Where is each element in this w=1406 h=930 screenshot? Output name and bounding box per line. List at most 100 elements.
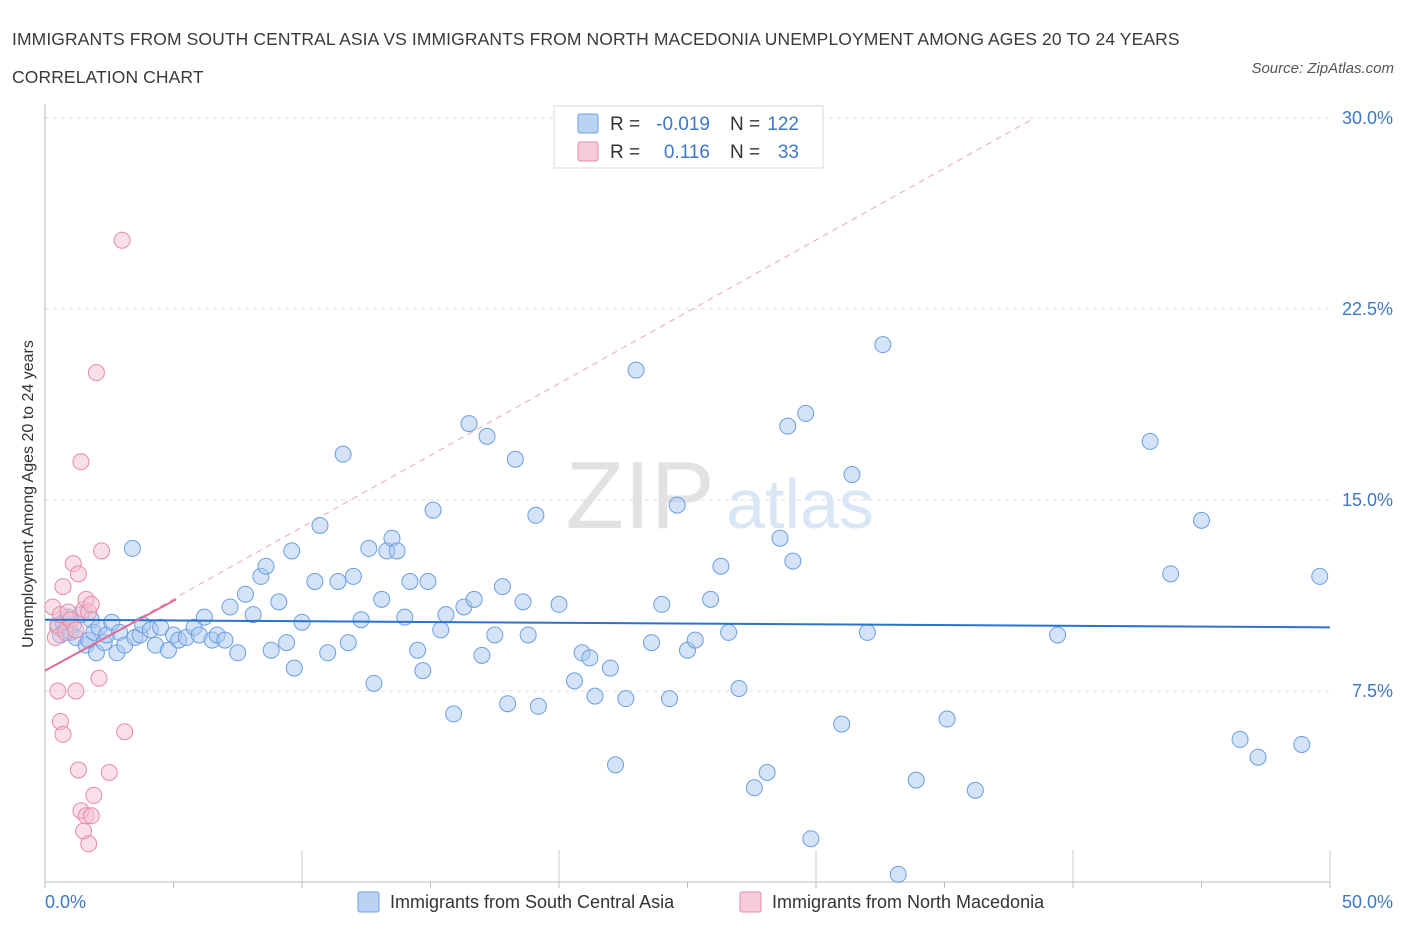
blue-point [152,618,170,636]
zipatlas-watermark: ZIP atlas [565,442,874,549]
pink-point [49,682,67,700]
blue-point [123,539,141,557]
blue-point [586,687,604,705]
blue-point [285,659,303,677]
blue-point [493,578,511,596]
axes-layer [44,104,1331,888]
blue-point [745,779,763,797]
pink-point [82,807,100,825]
legend-r-value-2: 0.116 [664,142,710,163]
blue-point [373,590,391,608]
blue-point [802,830,820,848]
blue-trend-line [44,618,1331,629]
blue-point [702,590,720,608]
blue-point [653,595,671,613]
blue-point [401,572,419,590]
blue-point [499,695,517,713]
blue-point [601,659,619,677]
blue-point [195,608,213,626]
pink-point [116,723,134,741]
blue-point [229,644,247,662]
blue-point [445,705,463,723]
legend-swatch-pink [577,141,599,162]
legend-swatch-blue [577,113,599,134]
pink-point [87,364,105,382]
blue-point [771,529,789,547]
blue-point [720,623,738,641]
blue-point [643,634,661,652]
blue-point [519,626,537,644]
blue-point [159,641,177,659]
blue-point [478,427,496,445]
x-tick-label: 0.0% [45,892,86,912]
blue-point [221,598,239,616]
pink-point [100,763,118,781]
pink-trend-extension [44,117,1035,672]
blue-point [244,606,262,624]
tick-labels: 7.5% 15.0% 22.5% 30.0% 0.0% 50.0% [45,108,1393,912]
legend-n-value-2: 33 [778,142,799,163]
blue-point [712,557,730,575]
blue-point [460,415,478,433]
bottom-legend: Immigrants from South Central Asia Immig… [357,891,1045,913]
blue-point [686,631,704,649]
bottom-legend-swatch-pink [739,891,762,913]
blue-point [550,595,568,613]
y-tick-label: 15.0% [1342,490,1393,510]
blue-point [966,781,984,799]
blue-point [388,542,406,560]
blue-point [874,336,892,354]
blue-point [1162,565,1180,583]
blue-point [486,626,504,644]
blue-point [1231,730,1249,748]
blue-point [409,641,427,659]
y-tick-label: 7.5% [1352,681,1393,701]
blue-point [339,634,357,652]
blue-point [236,585,254,603]
blue-point [306,572,324,590]
blue-point [432,621,450,639]
legend-box: R = -0.019 N = 122 R = 0.116 N = 33 [553,105,824,169]
blue-point [216,631,234,649]
blue-point [1293,735,1311,753]
pink-point [85,786,103,804]
blue-point [473,646,491,664]
source-label: Source: ZipAtlas.com [1251,60,1394,77]
trend-layer [44,117,1035,672]
legend-r-value-1: -0.019 [656,114,710,135]
blue-point [581,649,599,667]
blue-point [465,590,483,608]
blue-point [668,496,686,514]
pink-point [72,453,90,471]
pink-point [67,621,85,639]
blue-point [344,567,362,585]
blue-point [270,593,288,611]
pink-point [113,231,131,249]
legend-r-label-2: R = [610,142,640,163]
pink-point [82,595,100,613]
legend-frame [553,105,824,169]
blue-point [529,697,547,715]
blue-point [627,361,645,379]
blue-point [419,572,437,590]
blue-point [779,417,797,435]
blue-point [758,763,776,781]
pink-point [67,682,85,700]
blue-point [938,710,956,728]
blue-point [514,593,532,611]
blue-point [843,466,861,484]
pink-point [90,669,108,687]
bottom-legend-label-pink: Immigrants from North Macedonia [772,892,1045,912]
blue-point [424,501,442,519]
blue-point [661,690,679,708]
blue-point [283,542,301,560]
blue-point [262,641,280,659]
blue-point [334,445,352,463]
legend-n-label-1: N = [730,114,760,135]
bottom-legend-swatch-blue [357,891,380,913]
blue-point [797,404,815,422]
y-tick-label: 30.0% [1342,108,1393,128]
pink-trend-line [44,598,177,672]
